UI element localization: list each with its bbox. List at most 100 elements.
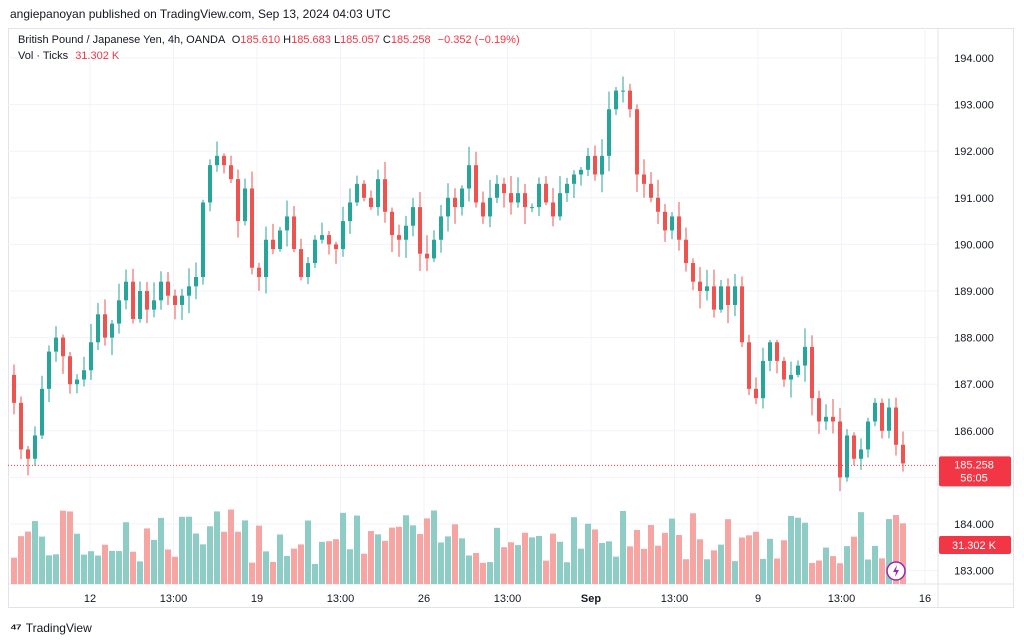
candle-body[interactable]	[600, 155, 604, 175]
candle-body[interactable]	[33, 435, 37, 459]
candle-body[interactable]	[229, 165, 233, 180]
candle-body[interactable]	[215, 155, 219, 166]
candle-body[interactable]	[243, 188, 247, 222]
candle-body[interactable]	[159, 281, 163, 301]
candle-body[interactable]	[453, 197, 457, 208]
candle-body[interactable]	[47, 351, 51, 389]
candle-body[interactable]	[579, 169, 583, 175]
candle-body[interactable]	[523, 193, 527, 208]
candle-body[interactable]	[894, 407, 898, 445]
candle-body[interactable]	[138, 291, 142, 319]
candle-body[interactable]	[26, 449, 30, 459]
price-chart[interactable]: 194.000 193.000 192.000 191.000 190.000 189.0…	[8, 28, 1014, 608]
candle-body[interactable]	[796, 365, 800, 375]
candle-body[interactable]	[789, 374, 793, 380]
candle-body[interactable]	[425, 253, 429, 259]
candle-body[interactable]	[180, 295, 184, 305]
candle-body[interactable]	[817, 398, 821, 422]
candle-body[interactable]	[474, 165, 478, 203]
candle-body[interactable]	[145, 291, 149, 310]
candle-body[interactable]	[740, 286, 744, 343]
candle-body[interactable]	[439, 216, 443, 240]
candle-body[interactable]	[684, 239, 688, 264]
candle-body[interactable]	[390, 211, 394, 236]
candle-body[interactable]	[124, 281, 128, 301]
candle-body[interactable]	[537, 183, 541, 208]
candle-body[interactable]	[502, 183, 506, 194]
candle-body[interactable]	[208, 165, 212, 203]
candle-body[interactable]	[369, 197, 373, 208]
candle-body[interactable]	[691, 263, 695, 282]
candle-body[interactable]	[488, 197, 492, 217]
candle-body[interactable]	[75, 379, 79, 385]
candle-body[interactable]	[152, 300, 156, 310]
candle-body[interactable]	[852, 435, 856, 459]
candle-body[interactable]	[236, 179, 240, 222]
candle-body[interactable]	[845, 435, 849, 478]
candle-body[interactable]	[635, 109, 639, 175]
candle-body[interactable]	[19, 402, 23, 450]
candle-body[interactable]	[810, 346, 814, 399]
candle-body[interactable]	[677, 216, 681, 240]
candle-body[interactable]	[103, 314, 107, 338]
candle-body[interactable]	[376, 179, 380, 208]
candle-body[interactable]	[341, 221, 345, 250]
candle-body[interactable]	[733, 286, 737, 305]
candle-body[interactable]	[355, 183, 359, 203]
candle-body[interactable]	[250, 188, 254, 268]
candle-body[interactable]	[880, 402, 884, 431]
candle-body[interactable]	[110, 323, 114, 338]
candle-body[interactable]	[327, 235, 331, 245]
candle-body[interactable]	[348, 202, 352, 222]
candle-body[interactable]	[754, 388, 758, 399]
candle-body[interactable]	[565, 183, 569, 194]
candle-body[interactable]	[495, 183, 499, 198]
volume-label[interactable]: Vol · Ticks	[18, 50, 69, 62]
candle-body[interactable]	[859, 449, 863, 459]
candle-body[interactable]	[705, 286, 709, 291]
candle-body[interactable]	[292, 216, 296, 250]
candle-body[interactable]	[187, 286, 191, 296]
candle-body[interactable]	[68, 356, 72, 385]
candle-body[interactable]	[516, 193, 520, 203]
candle-body[interactable]	[887, 407, 891, 431]
symbol-title[interactable]: British Pound / Japanese Yen, 4h, OANDA	[18, 34, 225, 46]
candle-body[interactable]	[803, 346, 807, 366]
candle-body[interactable]	[761, 360, 765, 399]
candle-body[interactable]	[824, 416, 828, 422]
candle-body[interactable]	[775, 342, 779, 361]
candle-body[interactable]	[194, 277, 198, 287]
candle-body[interactable]	[278, 230, 282, 250]
candle-body[interactable]	[670, 216, 674, 231]
candle-body[interactable]	[397, 235, 401, 240]
candle-body[interactable]	[572, 174, 576, 184]
candle-body[interactable]	[642, 174, 646, 184]
candle-body[interactable]	[264, 239, 268, 278]
candle-body[interactable]	[40, 388, 44, 436]
candle-body[interactable]	[313, 239, 317, 264]
candle-body[interactable]	[446, 197, 450, 217]
candle-body[interactable]	[334, 244, 338, 250]
candle-body[interactable]	[481, 202, 485, 217]
candle-body[interactable]	[663, 211, 667, 231]
candle-body[interactable]	[404, 225, 408, 240]
candle-body[interactable]	[12, 374, 16, 403]
candle-body[interactable]	[411, 207, 415, 226]
candle-body[interactable]	[117, 300, 121, 324]
candle-body[interactable]	[586, 155, 590, 170]
candle-body[interactable]	[656, 197, 660, 212]
candle-body[interactable]	[285, 216, 289, 231]
candle-body[interactable]	[383, 179, 387, 212]
candle-body[interactable]	[831, 416, 835, 422]
candle-body[interactable]	[607, 109, 611, 156]
candle-body[interactable]	[712, 286, 716, 310]
candle-body[interactable]	[460, 188, 464, 208]
candle-body[interactable]	[866, 421, 870, 450]
candle-body[interactable]	[719, 286, 723, 310]
candle-body[interactable]	[558, 193, 562, 217]
candle-body[interactable]	[61, 337, 65, 357]
candle-body[interactable]	[901, 444, 905, 464]
candle-body[interactable]	[201, 202, 205, 278]
candle-body[interactable]	[271, 239, 275, 250]
candle-body[interactable]	[306, 263, 310, 278]
